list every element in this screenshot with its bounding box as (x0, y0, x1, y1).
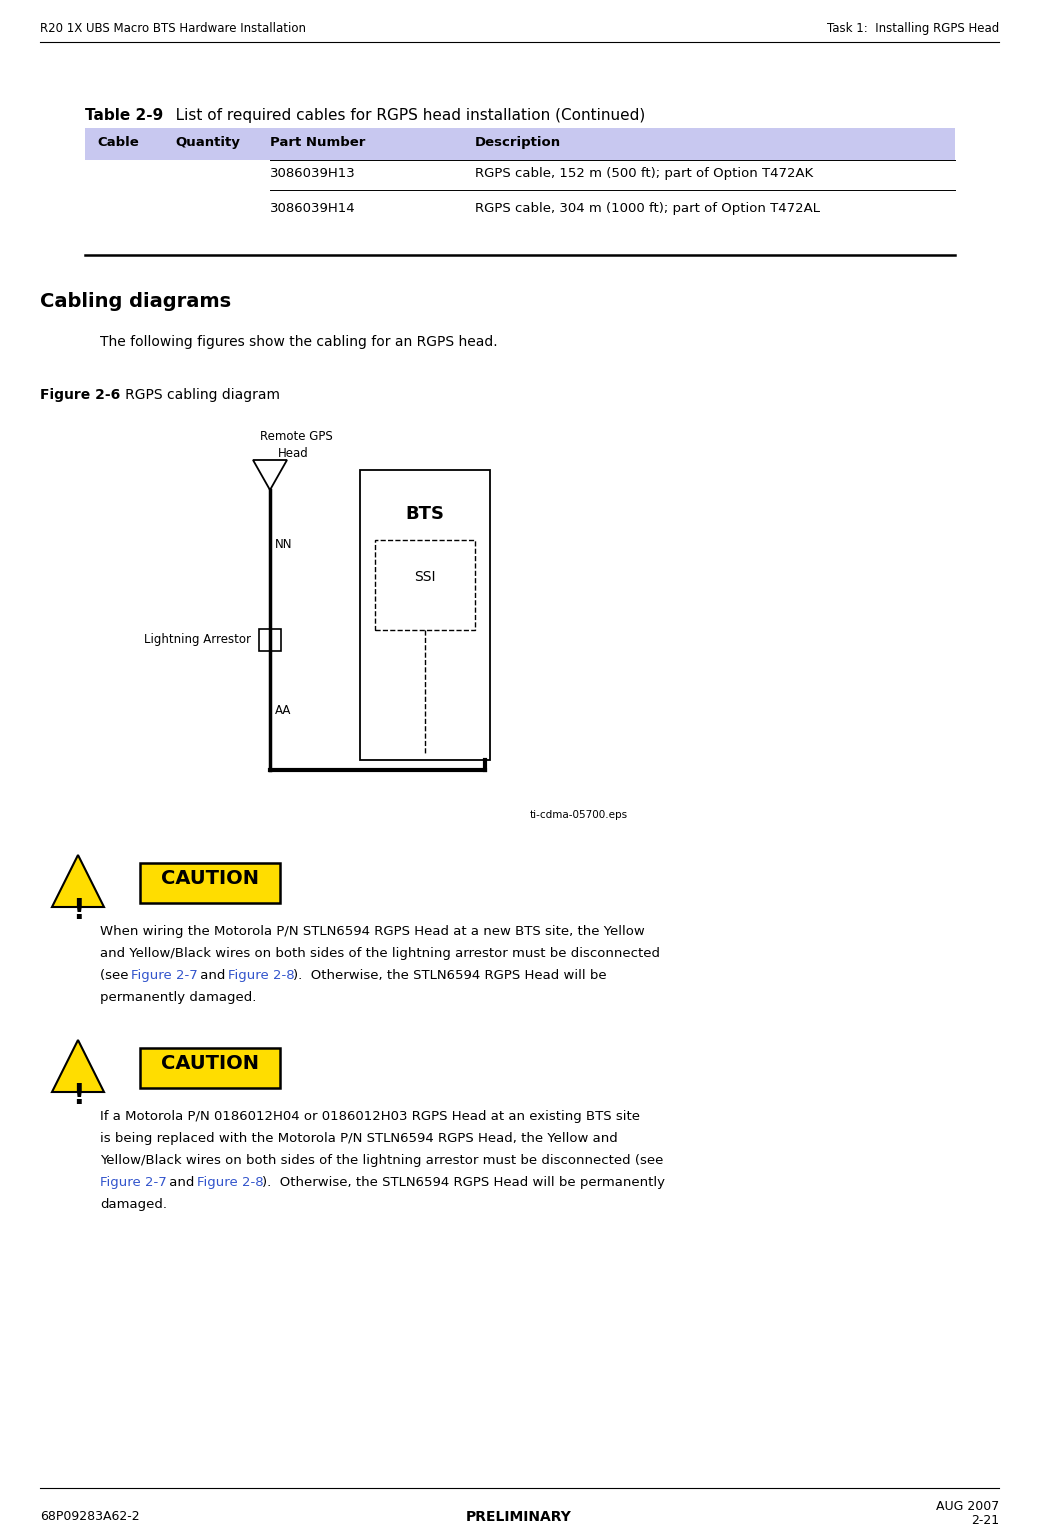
Polygon shape (52, 1040, 104, 1092)
Text: Lightning Arrestor: Lightning Arrestor (144, 634, 251, 646)
Text: 68P09283A62-2: 68P09283A62-2 (39, 1510, 139, 1522)
Text: Figure 2-6: Figure 2-6 (39, 388, 121, 402)
Text: ti-cdma-05700.eps: ti-cdma-05700.eps (530, 809, 629, 820)
Polygon shape (254, 460, 287, 490)
Text: CAUTION: CAUTION (161, 869, 259, 889)
Text: !: ! (72, 896, 84, 925)
Text: R20 1X UBS Macro BTS Hardware Installation: R20 1X UBS Macro BTS Hardware Installati… (39, 21, 307, 35)
Bar (140, 863, 279, 902)
Text: List of required cables for RGPS head installation (Continued): List of required cables for RGPS head in… (161, 108, 645, 124)
Text: Description: Description (475, 136, 561, 150)
Text: damaged.: damaged. (100, 1199, 167, 1211)
Text: When wiring the Motorola P/N STLN6594 RGPS Head at a new BTS site, the Yellow: When wiring the Motorola P/N STLN6594 RG… (100, 925, 645, 938)
Text: Table 2-9: Table 2-9 (85, 108, 163, 124)
Text: RGPS cable, 152 m (500 ft); part of Option T472AK: RGPS cable, 152 m (500 ft); part of Opti… (475, 166, 814, 180)
Text: RGPS cabling diagram: RGPS cabling diagram (112, 388, 279, 402)
Text: SSI: SSI (415, 570, 435, 583)
Text: 2-21: 2-21 (970, 1513, 1000, 1527)
Text: Figure 2-8: Figure 2-8 (228, 970, 295, 982)
Text: If a Motorola P/N 0186012H04 or 0186012H03 RGPS Head at an existing BTS site: If a Motorola P/N 0186012H04 or 0186012H… (100, 1110, 640, 1122)
Text: (see: (see (100, 970, 133, 982)
Text: and: and (196, 970, 230, 982)
Bar (140, 1048, 279, 1089)
Text: permanently damaged.: permanently damaged. (100, 991, 257, 1003)
Text: Figure 2-7: Figure 2-7 (131, 970, 197, 982)
Text: Part Number: Part Number (270, 136, 366, 150)
Bar (85, 128, 955, 160)
Text: 3086039H14: 3086039H14 (270, 202, 355, 215)
Text: and Yellow/Black wires on both sides of the lightning arrestor must be disconnec: and Yellow/Black wires on both sides of … (100, 947, 660, 960)
Text: ).  Otherwise, the STLN6594 RGPS Head will be permanently: ). Otherwise, the STLN6594 RGPS Head wil… (262, 1176, 665, 1190)
Bar (375, 541, 475, 631)
Text: Quantity: Quantity (175, 136, 240, 150)
Text: Cabling diagrams: Cabling diagrams (39, 292, 231, 312)
Bar (259, 629, 281, 651)
Polygon shape (52, 855, 104, 907)
Text: The following figures show the cabling for an RGPS head.: The following figures show the cabling f… (100, 334, 498, 350)
Text: Figure 2-7: Figure 2-7 (100, 1176, 166, 1190)
Text: BTS: BTS (405, 505, 445, 524)
Text: Cable: Cable (97, 136, 139, 150)
Text: NN: NN (275, 539, 293, 551)
Text: PRELIMINARY: PRELIMINARY (467, 1510, 571, 1524)
Text: RGPS cable, 304 m (1000 ft); part of Option T472AL: RGPS cable, 304 m (1000 ft); part of Opt… (475, 202, 820, 215)
Text: Head: Head (278, 447, 309, 460)
Text: is being replaced with the Motorola P/N STLN6594 RGPS Head, the Yellow and: is being replaced with the Motorola P/N … (100, 1132, 618, 1145)
Text: Remote GPS: Remote GPS (260, 431, 332, 443)
Text: AA: AA (275, 704, 291, 716)
Text: CAUTION: CAUTION (161, 1054, 259, 1073)
Text: Yellow/Black wires on both sides of the lightning arrestor must be disconnected : Yellow/Black wires on both sides of the … (100, 1154, 663, 1167)
Text: and: and (165, 1176, 198, 1190)
Text: Task 1:  Installing RGPS Head: Task 1: Installing RGPS Head (827, 21, 1000, 35)
Text: Figure 2-8: Figure 2-8 (197, 1176, 264, 1190)
Text: 3086039H13: 3086039H13 (270, 166, 355, 180)
Text: ).  Otherwise, the STLN6594 RGPS Head will be: ). Otherwise, the STLN6594 RGPS Head wil… (293, 970, 607, 982)
Bar (359, 470, 490, 760)
Text: AUG 2007: AUG 2007 (936, 1500, 1000, 1513)
Text: !: ! (72, 1083, 84, 1110)
